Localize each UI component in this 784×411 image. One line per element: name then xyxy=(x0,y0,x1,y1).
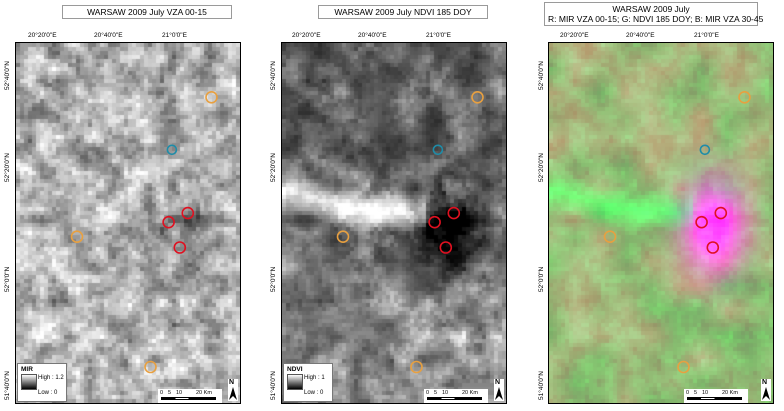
site-marker-rural xyxy=(205,90,218,104)
tick-lat-1: 52°40'0"N xyxy=(538,61,545,90)
north-label: N xyxy=(495,379,501,386)
site-marker-rural xyxy=(471,90,484,104)
tick-lat-3: 52°0'0"N xyxy=(270,266,277,292)
tick-lon-1: 20°20'0"E xyxy=(292,32,321,39)
site-marker-urban xyxy=(181,206,195,220)
scale-bar: 0 5 10 20 Km xyxy=(424,389,488,403)
tick-lat-2: 52°20'0"N xyxy=(4,153,11,182)
panel-title-line: R: MIR VZA 00-15; G: NDVI 185 DOY; B: MI… xyxy=(548,14,764,24)
panel-title-line: WARSAW 2009 July VZA 00-15 xyxy=(87,7,207,17)
legend-high: High : 1.2 xyxy=(38,375,64,381)
tick-lon-2: 20°40'0"E xyxy=(358,32,387,39)
tick-lat-2: 52°20'0"N xyxy=(270,153,277,182)
tick-lat-4: 51°40'0"N xyxy=(4,371,11,400)
panel-title-line: WARSAW 2009 July NDVI 185 DOY xyxy=(334,7,472,17)
raster-image xyxy=(549,43,773,403)
scale-label: 0 xyxy=(686,390,690,396)
site-markers xyxy=(336,90,484,374)
scale-label: 10 xyxy=(176,390,183,396)
site-marker-rural xyxy=(410,360,423,374)
panel-title: WARSAW 2009 July VZA 00-15 xyxy=(62,5,232,19)
tick-lat-3: 52°0'0"N xyxy=(538,266,545,292)
legend: MIR High : 1.2 Low : 0 xyxy=(17,363,67,402)
scale-label: 20 Km xyxy=(196,390,212,396)
raster-map xyxy=(281,42,507,404)
raster-image xyxy=(282,43,506,403)
north-arrow-icon xyxy=(229,387,237,400)
legend-ramp xyxy=(287,374,303,390)
legend-title: NDVI xyxy=(287,366,303,373)
site-marker-urban xyxy=(162,215,175,229)
site-marker-urban xyxy=(447,206,461,220)
panel-title-line: WARSAW 2009 July xyxy=(612,4,690,14)
panel-title: WARSAW 2009 July NDVI 185 DOY xyxy=(318,5,488,19)
site-marker-urban xyxy=(439,241,453,254)
north-arrow-icon xyxy=(495,387,503,400)
site-marker-urban xyxy=(173,241,187,254)
site-markers xyxy=(603,90,751,374)
site-marker-rural xyxy=(70,230,84,243)
tick-lon-2: 20°40'0"E xyxy=(94,32,123,39)
scale-bar: 0 5 10 20 Km xyxy=(684,389,748,403)
raster-map xyxy=(548,42,774,404)
site-marker-reference xyxy=(699,144,711,156)
tick-lon-2: 20°40'0"E xyxy=(626,32,655,39)
scale-label: 10 xyxy=(702,390,709,396)
north-label: N xyxy=(229,379,235,386)
legend-title: MIR xyxy=(21,366,33,373)
site-marker-reference xyxy=(432,144,444,156)
tick-lat-2: 52°20'0"N xyxy=(538,153,545,182)
legend-low: Low : 0 xyxy=(304,390,324,396)
scale-bar-graphic xyxy=(427,397,482,400)
north-arrow: N xyxy=(494,379,504,401)
tick-lon-3: 21°0'0"E xyxy=(162,32,187,39)
legend-low: Low : 0 xyxy=(38,390,58,396)
tick-lat-4: 51°40'0"N xyxy=(538,371,545,400)
raster-map xyxy=(15,42,241,404)
raster-image xyxy=(16,43,240,403)
legend-ramp xyxy=(21,374,37,390)
scale-label: 0 xyxy=(426,390,430,396)
site-marker-rural xyxy=(603,230,617,243)
legend: NDVI High : 1 Low : 0 xyxy=(283,363,333,402)
scale-label: 0 xyxy=(160,390,164,396)
scale-bar-graphic xyxy=(687,397,742,400)
tick-lat-1: 52°40'0"N xyxy=(4,61,11,90)
site-marker-urban xyxy=(695,215,708,229)
scale-label: 20 Km xyxy=(722,390,738,396)
tick-lon-3: 21°0'0"E xyxy=(694,32,719,39)
scale-label: 20 Km xyxy=(462,390,478,396)
scale-label: 10 xyxy=(442,390,449,396)
tick-lat-1: 52°40'0"N xyxy=(270,61,277,90)
tick-lon-1: 20°20'0"E xyxy=(28,32,57,39)
north-arrow: N xyxy=(228,379,238,401)
site-marker-rural xyxy=(336,230,350,243)
site-marker-rural xyxy=(144,360,157,374)
scale-label: 5 xyxy=(434,390,438,396)
site-marker-urban xyxy=(706,241,720,254)
tick-lon-1: 20°20'0"E xyxy=(560,32,589,39)
scale-bar: 0 5 10 20 Km xyxy=(158,389,222,403)
scale-label: 5 xyxy=(168,390,172,396)
site-marker-rural xyxy=(738,90,751,104)
tick-lon-3: 21°0'0"E xyxy=(426,32,451,39)
site-marker-urban xyxy=(428,215,441,229)
legend-high: High : 1 xyxy=(304,375,325,381)
tick-lat-4: 51°40'0"N xyxy=(270,371,277,400)
panel-title: WARSAW 2009 July R: MIR VZA 00-15; G: ND… xyxy=(544,2,764,26)
tick-lat-3: 52°0'0"N xyxy=(4,266,11,292)
north-arrow-icon xyxy=(762,387,770,400)
site-markers xyxy=(70,90,218,374)
scale-bar-graphic xyxy=(161,397,216,400)
site-marker-rural xyxy=(677,360,690,374)
north-arrow: N xyxy=(761,379,771,401)
scale-label: 5 xyxy=(694,390,698,396)
site-marker-urban xyxy=(714,206,728,220)
north-label: N xyxy=(762,379,768,386)
site-marker-reference xyxy=(166,144,178,156)
